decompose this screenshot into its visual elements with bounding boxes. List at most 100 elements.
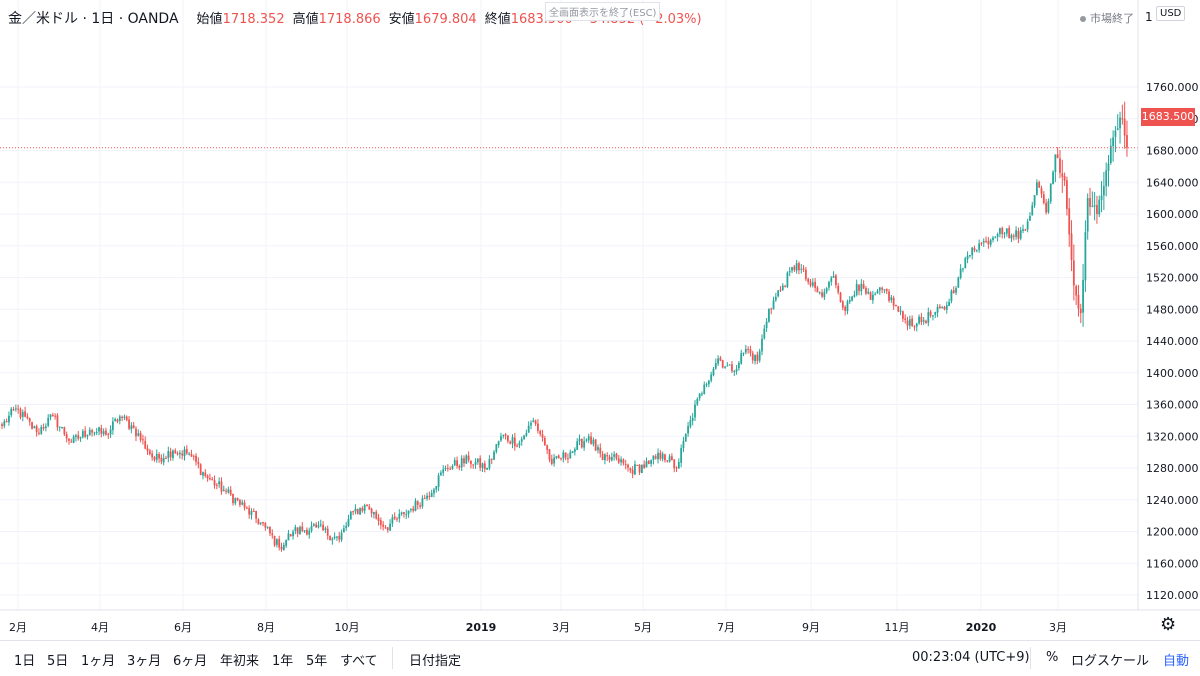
price-tick-label: 1160.000 <box>1146 557 1199 570</box>
candle-body <box>620 459 622 463</box>
candle-body <box>828 281 830 288</box>
range-5d-button[interactable]: 5日 <box>47 654 69 669</box>
candle-body <box>269 526 271 534</box>
candle-body <box>275 539 278 545</box>
candle-body <box>375 511 378 519</box>
candle-body <box>601 453 604 461</box>
candle-body <box>433 489 435 494</box>
candle-body <box>5 421 8 423</box>
candle-body <box>63 427 66 435</box>
candle-body <box>144 440 147 449</box>
candle-body <box>952 290 955 294</box>
candle-body <box>1126 135 1128 148</box>
candle-body <box>1001 227 1004 234</box>
candle-body <box>617 458 620 463</box>
candle-body <box>668 456 671 462</box>
currency-badge[interactable]: USD <box>1156 6 1186 21</box>
time-tick-label: 6月 <box>174 621 192 634</box>
candle-body <box>994 237 997 239</box>
candle-body <box>396 518 398 520</box>
range-1m-button[interactable]: 1ヶ月 <box>81 654 116 669</box>
candle-body <box>243 502 246 508</box>
candlestick-series <box>1 101 1128 552</box>
candle-body <box>798 263 800 271</box>
candle-body <box>368 506 371 510</box>
candle-body <box>308 530 311 535</box>
range-3m-button[interactable]: 3ヶ月 <box>127 654 162 669</box>
range-all-button[interactable]: すべて <box>340 654 378 669</box>
candle-body <box>573 449 576 452</box>
time-tick-label: 4月 <box>91 621 109 634</box>
candle-body <box>1121 118 1124 120</box>
percent-scale-toggle[interactable]: % <box>1046 650 1059 665</box>
candle-body <box>299 526 301 535</box>
candle-body <box>146 448 149 451</box>
gear-icon[interactable]: ⚙ <box>1160 614 1177 635</box>
candle-body <box>1100 195 1103 200</box>
candle-body <box>72 436 75 443</box>
candle-body <box>837 285 840 293</box>
candle-body <box>130 425 133 430</box>
candle-body <box>650 459 653 464</box>
candle-body <box>326 528 329 536</box>
fullscreen-exit-hint[interactable]: 全画面表示を終了(ESC) <box>545 2 661 21</box>
candle-body <box>846 301 849 312</box>
candle-body <box>405 514 408 516</box>
time-tick-label: 8月 <box>257 621 275 634</box>
candle-body <box>116 419 119 422</box>
candle-body <box>423 497 426 499</box>
time-tick-label: 5月 <box>634 621 652 634</box>
time-tick-label: 3月 <box>552 621 570 634</box>
candle-body <box>213 480 216 486</box>
range-1d-button[interactable]: 1日 <box>14 654 36 669</box>
range-6m-button[interactable]: 6ヶ月 <box>173 654 208 669</box>
candle-body <box>470 460 472 465</box>
price-axis[interactable]: 1120.000 1160.000 1200.000 1240.000 1280.000… <box>1137 0 1199 610</box>
candle-body <box>301 526 304 531</box>
candle-body <box>1005 228 1008 234</box>
candle-body <box>902 311 904 319</box>
price-tick-label: 1640.000 <box>1146 176 1199 189</box>
candle-body <box>657 452 659 460</box>
time-axis[interactable]: 2月 4月 6月 8月 10月 2019 3月 5月 7月 9月 11月 2020 3月 <box>0 609 1200 634</box>
candle-body <box>483 463 486 470</box>
range-1y-button[interactable]: 1年 <box>272 654 294 669</box>
price-chart[interactable]: 1120.000 1160.000 1200.000 1240.000 1280.000… <box>0 0 1200 640</box>
auto-scale-toggle[interactable]: 自動 <box>1163 654 1190 669</box>
candle-body <box>285 539 288 546</box>
range-ytd-button[interactable]: 年初来 <box>220 654 260 669</box>
go-to-date-button[interactable]: 日付指定 <box>409 654 462 669</box>
candle-body <box>987 241 990 245</box>
candle-body <box>710 374 713 381</box>
candle-body <box>908 319 911 326</box>
range-5y-button[interactable]: 5年 <box>306 654 328 669</box>
candle-body <box>1063 175 1066 181</box>
candle-body <box>486 468 488 470</box>
log-scale-toggle[interactable]: ログスケール <box>1071 654 1150 669</box>
candle-body <box>1022 229 1024 231</box>
candle-body <box>862 284 865 289</box>
candle-body <box>40 426 43 434</box>
candle-body <box>587 436 590 441</box>
candle-body <box>199 464 202 475</box>
candle-body <box>731 364 733 372</box>
candle-body <box>684 434 687 442</box>
candle-body <box>613 454 616 457</box>
candle-body <box>583 441 586 448</box>
candle-body <box>615 453 618 459</box>
candle-body <box>537 423 539 431</box>
candle-body <box>546 445 549 450</box>
symbol-title[interactable]: 金／米ドル · 1日 · OANDA <box>8 11 179 27</box>
candle-body <box>578 438 581 442</box>
candle-body <box>957 277 960 288</box>
candle-body <box>719 357 722 361</box>
candle-body <box>1042 194 1045 204</box>
clock-timezone[interactable]: 00:23:04 (UTC+9) <box>912 650 1030 665</box>
candle-body <box>548 449 551 460</box>
candle-body <box>197 461 200 465</box>
candle-body <box>95 431 98 433</box>
candle-body <box>310 526 313 531</box>
candle-body <box>26 416 29 419</box>
candle-body <box>336 536 338 538</box>
candle-body <box>271 533 274 536</box>
